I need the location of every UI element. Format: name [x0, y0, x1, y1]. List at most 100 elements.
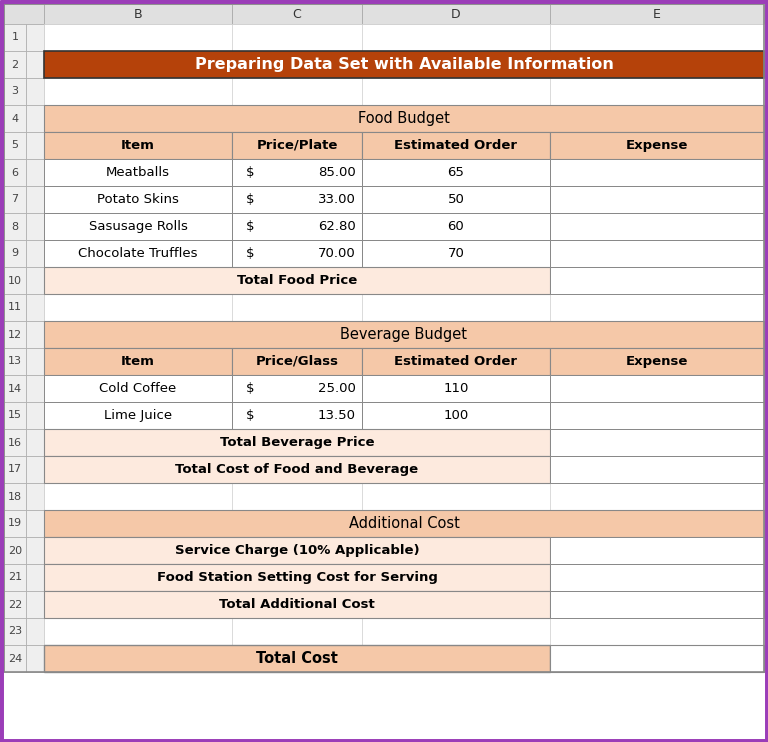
Bar — [44, 348, 232, 375]
Text: 3: 3 — [12, 87, 18, 96]
Bar — [232, 240, 362, 267]
Text: $: $ — [246, 166, 254, 179]
Bar — [4, 186, 26, 213]
Text: 15: 15 — [8, 410, 22, 421]
Text: 2: 2 — [12, 59, 18, 70]
Bar — [44, 51, 232, 78]
Bar — [232, 618, 362, 645]
Bar — [4, 159, 26, 186]
Bar — [550, 564, 764, 591]
Bar — [362, 132, 550, 159]
Bar — [550, 483, 764, 510]
Text: 33.00: 33.00 — [318, 193, 356, 206]
Bar — [232, 132, 362, 159]
Bar — [362, 375, 550, 402]
Bar — [232, 159, 362, 186]
Bar — [44, 105, 764, 132]
Bar — [232, 564, 362, 591]
Text: 9: 9 — [12, 249, 18, 258]
Bar — [44, 321, 764, 348]
Text: 4: 4 — [12, 114, 18, 123]
Bar — [232, 186, 362, 213]
Bar — [4, 51, 26, 78]
Bar — [44, 240, 232, 267]
Bar — [362, 402, 550, 429]
Text: 13.50: 13.50 — [318, 409, 356, 422]
Bar — [44, 537, 550, 564]
Bar — [550, 51, 764, 78]
Text: Total Cost: Total Cost — [256, 651, 338, 666]
Bar — [44, 510, 764, 537]
Bar — [44, 213, 232, 240]
Bar — [44, 4, 232, 24]
Bar — [550, 4, 764, 24]
Bar — [362, 213, 550, 240]
Bar — [4, 375, 26, 402]
Bar — [550, 591, 764, 618]
Text: Cold Coffee: Cold Coffee — [99, 382, 177, 395]
Bar — [232, 24, 362, 51]
Text: 65: 65 — [448, 166, 465, 179]
Bar — [232, 456, 362, 483]
Bar — [44, 132, 232, 159]
Bar — [44, 456, 232, 483]
Bar — [362, 132, 550, 159]
Bar — [362, 564, 550, 591]
Bar — [232, 159, 362, 186]
Bar — [232, 402, 362, 429]
Bar — [232, 321, 362, 348]
Text: Potato Skins: Potato Skins — [97, 193, 179, 206]
Bar — [232, 4, 362, 24]
Text: 25.00: 25.00 — [318, 382, 356, 395]
Bar — [362, 510, 550, 537]
Text: Item: Item — [121, 139, 155, 152]
Bar — [550, 645, 764, 672]
Bar — [362, 159, 550, 186]
Bar — [4, 105, 26, 132]
Bar — [550, 240, 764, 267]
Bar — [550, 537, 764, 564]
Bar — [44, 321, 232, 348]
Bar — [26, 213, 44, 240]
Bar — [232, 132, 362, 159]
Bar — [362, 483, 550, 510]
Text: Total Additional Cost: Total Additional Cost — [219, 598, 375, 611]
Bar — [4, 240, 26, 267]
Text: 11: 11 — [8, 303, 22, 312]
Text: 70: 70 — [448, 247, 465, 260]
Text: E: E — [653, 7, 661, 21]
Bar — [550, 618, 764, 645]
Bar — [362, 348, 550, 375]
Text: 22: 22 — [8, 600, 22, 609]
Bar — [44, 51, 764, 78]
Bar — [44, 456, 550, 483]
Bar — [232, 591, 362, 618]
Bar — [550, 564, 764, 591]
Text: Price/Plate: Price/Plate — [257, 139, 338, 152]
Bar — [550, 402, 764, 429]
Text: Preparing Data Set with Available Information: Preparing Data Set with Available Inform… — [194, 57, 614, 72]
Text: B: B — [134, 7, 142, 21]
Text: 110: 110 — [443, 382, 468, 395]
Bar — [44, 591, 550, 618]
Text: $: $ — [246, 193, 254, 206]
Bar — [550, 429, 764, 456]
Text: 14: 14 — [8, 384, 22, 393]
Bar — [550, 348, 764, 375]
Text: 23: 23 — [8, 626, 22, 637]
Bar — [44, 213, 232, 240]
Bar — [26, 483, 44, 510]
Text: 10: 10 — [8, 275, 22, 286]
Bar — [44, 645, 550, 672]
Bar — [44, 510, 232, 537]
Bar — [362, 24, 550, 51]
Bar — [26, 132, 44, 159]
Text: Item: Item — [121, 355, 155, 368]
Text: Chocolate Truffles: Chocolate Truffles — [78, 247, 197, 260]
Bar — [550, 429, 764, 456]
Bar — [4, 618, 26, 645]
Bar — [362, 645, 550, 672]
Bar — [362, 537, 550, 564]
Bar — [232, 213, 362, 240]
Bar — [550, 132, 764, 159]
